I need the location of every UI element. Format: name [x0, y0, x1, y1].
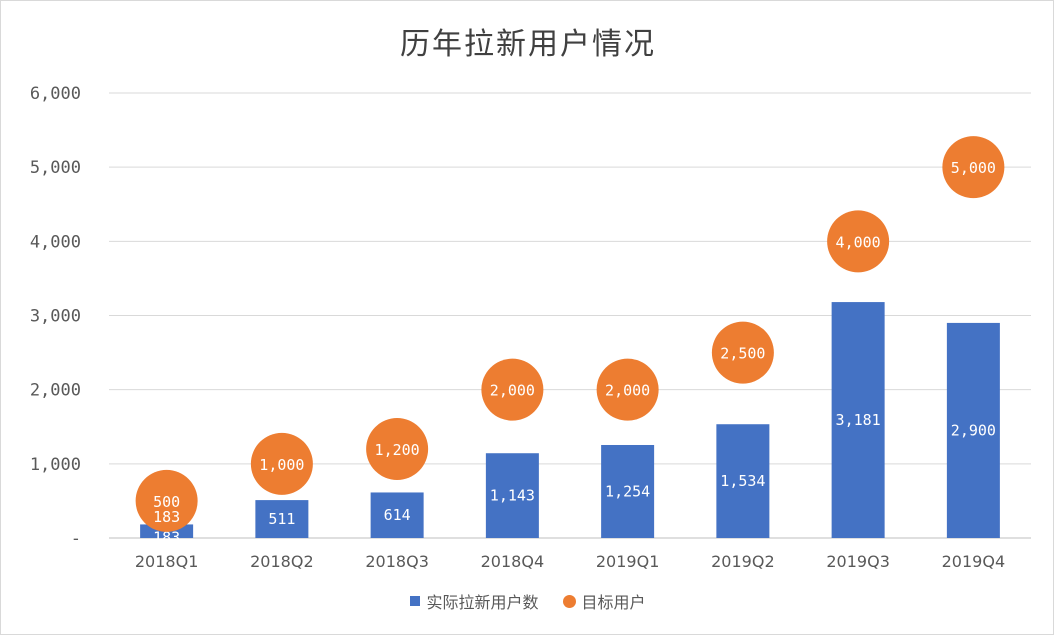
target-point [481, 358, 544, 421]
target-data-label: 2,000 [490, 382, 535, 400]
x-tick-label: 2018Q3 [365, 552, 429, 571]
bar [716, 424, 770, 538]
target-data-label: 2,500 [720, 345, 765, 363]
target-data-label: 1,200 [375, 441, 420, 459]
y-tick-label: - [71, 529, 81, 549]
legend-label-actual: 实际拉新用户数 [426, 593, 539, 612]
target-data-label: 4,000 [836, 233, 881, 251]
bar-data-label: 1,254 [605, 482, 650, 500]
chart-title: 历年拉新用户情况 [400, 27, 656, 62]
bar-data-label: 2,900 [951, 421, 996, 439]
bar [946, 322, 1000, 538]
bar-data-label: 1,143 [490, 487, 535, 505]
y-tick-label: 5,000 [30, 158, 81, 178]
target-point [942, 136, 1005, 199]
bar [485, 453, 539, 538]
legend-swatch-target [562, 594, 576, 608]
y-tick-label: 4,000 [30, 232, 81, 252]
target-data-label: 5,000 [951, 159, 996, 177]
bar-data-label-overlay: 183 [153, 508, 180, 526]
legend: 实际拉新用户数 目标用户 [1, 589, 1054, 613]
bar-data-label: 511 [268, 510, 295, 528]
y-tick-label: 3,000 [30, 307, 81, 327]
bar [370, 492, 424, 538]
x-tick-label: 2019Q2 [711, 552, 775, 571]
y-tick-label: 1,000 [30, 455, 81, 475]
bar [255, 500, 309, 538]
target-point [711, 321, 774, 384]
target-point [250, 432, 313, 495]
target-point [596, 358, 659, 421]
x-tick-label: 2018Q4 [481, 552, 545, 571]
target-point [366, 418, 429, 480]
y-tick-label: 6,000 [30, 84, 81, 104]
target-data-label: 500 [153, 493, 180, 511]
bar-data-label: 183 [153, 528, 180, 546]
x-tick-label: 2019Q4 [942, 552, 1006, 571]
target-point [135, 469, 198, 532]
bar [601, 444, 655, 538]
x-tick-label: 2019Q1 [596, 552, 660, 571]
bar-data-label: 3,181 [836, 411, 881, 429]
bar [831, 302, 885, 538]
legend-swatch-actual [410, 596, 421, 606]
x-tick-label: 2019Q3 [826, 552, 890, 571]
target-data-label: 1,000 [259, 456, 304, 474]
bar-data-label: 614 [384, 506, 411, 524]
x-tick-label: 2018Q2 [250, 552, 314, 571]
y-tick-label: 2,000 [30, 381, 81, 401]
legend-item-target: 目标用户 [562, 589, 646, 613]
legend-item-actual: 实际拉新用户数 [410, 589, 539, 613]
target-point [827, 210, 890, 273]
bar-data-label: 1,534 [720, 472, 765, 490]
x-tick-label: 2018Q1 [135, 552, 199, 571]
legend-label-target: 目标用户 [581, 593, 646, 612]
target-data-label: 2,000 [605, 382, 650, 400]
